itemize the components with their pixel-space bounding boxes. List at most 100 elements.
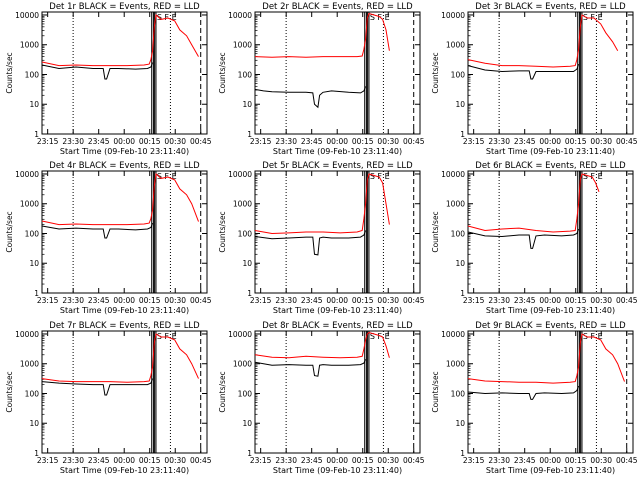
- y-axis-label: Counts/sec: [431, 211, 440, 252]
- x-tick-label: 00:30: [164, 296, 186, 305]
- x-tick-label: 23:15: [250, 296, 272, 305]
- flag-marks: S F E: [583, 172, 603, 181]
- y-axis-label: Counts/sec: [218, 52, 227, 93]
- panel-6: Det 6r BLACK = Events, RED = LLD 1 10 100 10…: [431, 161, 638, 315]
- x-tick-label: 00:45: [403, 456, 425, 465]
- x-tick-label: 23:15: [37, 296, 59, 305]
- x-tick-label: 00:45: [403, 137, 425, 146]
- y-tick-label: 1: [34, 289, 39, 298]
- x-axis-label: Start Time (09-Feb-10 23:11:40): [273, 306, 402, 315]
- y-tick-label: 10000: [15, 11, 39, 20]
- panel-1: Det 1r BLACK = Events, RED = LLD 1 10 100 10…: [5, 2, 212, 156]
- x-tick-label: 00:30: [590, 296, 612, 305]
- y-tick-label: 1000: [446, 200, 465, 209]
- x-tick-label: 00:15: [565, 137, 587, 146]
- x-tick-label: 23:30: [62, 456, 84, 465]
- series-events-line: [254, 359, 367, 377]
- panel-9: Det 9r BLACK = Events, RED = LLD 1 10 100 10…: [431, 321, 638, 475]
- series-events-line: [41, 378, 154, 396]
- x-tick-label: 23:15: [37, 137, 59, 146]
- y-tick-label: 10000: [441, 330, 465, 339]
- y-tick-label: 100: [238, 229, 253, 238]
- x-tick-label: 23:45: [301, 456, 323, 465]
- y-tick-label: 10: [455, 259, 465, 268]
- y-tick-label: 1: [34, 130, 39, 139]
- y-tick-label: 100: [25, 70, 40, 79]
- x-tick-label: 00:30: [377, 296, 399, 305]
- y-tick-label: 100: [451, 229, 466, 238]
- x-tick-label: 23:45: [88, 296, 110, 305]
- x-tick-label: 00:00: [113, 137, 135, 146]
- y-tick-label: 1: [460, 130, 465, 139]
- y-tick-label: 10000: [228, 11, 252, 20]
- y-axis-label: Counts/sec: [218, 371, 227, 412]
- panel-7: Det 7r BLACK = Events, RED = LLD 1 10 100 10…: [5, 321, 212, 475]
- series-lld-line: [41, 14, 199, 67]
- x-tick-label: 23:45: [514, 296, 536, 305]
- x-tick-label: 00:30: [164, 456, 186, 465]
- y-axis-label: Counts/sec: [5, 52, 14, 93]
- panel-title: Det 1r BLACK = Events, RED = LLD: [49, 2, 200, 12]
- y-tick-label: 1000: [20, 41, 39, 50]
- y-tick-label: 10000: [228, 330, 252, 339]
- series-lld-line: [467, 333, 625, 384]
- y-tick-label: 10: [242, 419, 252, 428]
- x-tick-label: 00:00: [539, 296, 561, 305]
- x-tick-label: 23:45: [301, 137, 323, 146]
- y-axis-label: Counts/sec: [5, 371, 14, 412]
- x-tick-label: 23:30: [62, 296, 84, 305]
- x-axis-label: Start Time (09-Feb-10 23:11:40): [486, 306, 615, 315]
- series-events-line: [467, 385, 580, 400]
- y-tick-label: 10: [455, 419, 465, 428]
- y-tick-label: 100: [25, 229, 40, 238]
- flag-marks: S F E: [157, 13, 177, 22]
- y-tick-label: 100: [451, 70, 466, 79]
- y-axis-label: Counts/sec: [431, 371, 440, 412]
- x-tick-label: 23:45: [88, 456, 110, 465]
- x-tick-label: 00:45: [190, 296, 212, 305]
- x-axis-label: Start Time (09-Feb-10 23:11:40): [273, 466, 402, 475]
- y-tick-label: 1000: [233, 200, 252, 209]
- y-tick-label: 1000: [20, 360, 39, 369]
- flag-marks: S F E: [370, 332, 390, 341]
- panel-title: Det 7r BLACK = Events, RED = LLD: [49, 321, 200, 331]
- y-tick-label: 1000: [233, 41, 252, 50]
- x-tick-label: 00:30: [590, 456, 612, 465]
- panel-title: Det 8r BLACK = Events, RED = LLD: [262, 321, 413, 331]
- x-tick-label: 00:15: [352, 137, 374, 146]
- series-events-line: [41, 62, 154, 80]
- x-tick-label: 00:15: [139, 456, 161, 465]
- panel-title: Det 5r BLACK = Events, RED = LLD: [262, 161, 413, 171]
- x-tick-label: 00:15: [139, 137, 161, 146]
- y-tick-label: 1: [247, 130, 252, 139]
- x-tick-label: 23:30: [488, 296, 510, 305]
- y-tick-label: 1000: [233, 360, 252, 369]
- x-tick-label: 23:15: [463, 137, 485, 146]
- x-tick-label: 23:30: [275, 456, 297, 465]
- y-tick-label: 10: [29, 259, 39, 268]
- x-tick-label: 00:45: [616, 456, 638, 465]
- panel-title: Det 3r BLACK = Events, RED = LLD: [475, 2, 626, 12]
- series-lld-line: [467, 14, 619, 68]
- series-lld-line: [41, 333, 199, 383]
- y-axis-label: Counts/sec: [431, 52, 440, 93]
- series-lld-line: [41, 173, 199, 226]
- x-tick-label: 23:30: [62, 137, 84, 146]
- panel-5: Det 5r BLACK = Events, RED = LLD 1 10 100 10…: [218, 161, 425, 315]
- x-tick-label: 23:30: [275, 137, 297, 146]
- x-tick-label: 00:45: [190, 137, 212, 146]
- x-tick-label: 00:15: [565, 296, 587, 305]
- x-tick-label: 00:15: [139, 296, 161, 305]
- series-lld-line: [254, 331, 390, 359]
- series-events-line: [41, 222, 154, 239]
- panel-title: Det 2r BLACK = Events, RED = LLD: [262, 2, 413, 12]
- y-tick-label: 1: [34, 449, 39, 458]
- series-lld-line: [254, 173, 390, 235]
- series-events-line: [467, 228, 580, 249]
- y-tick-label: 10000: [228, 170, 252, 179]
- x-tick-label: 23:45: [514, 456, 536, 465]
- panel-2: Det 2r BLACK = Events, RED = LLD 1 10 100 10…: [218, 2, 425, 156]
- x-tick-label: 00:00: [113, 456, 135, 465]
- series-lld-line: [467, 173, 600, 233]
